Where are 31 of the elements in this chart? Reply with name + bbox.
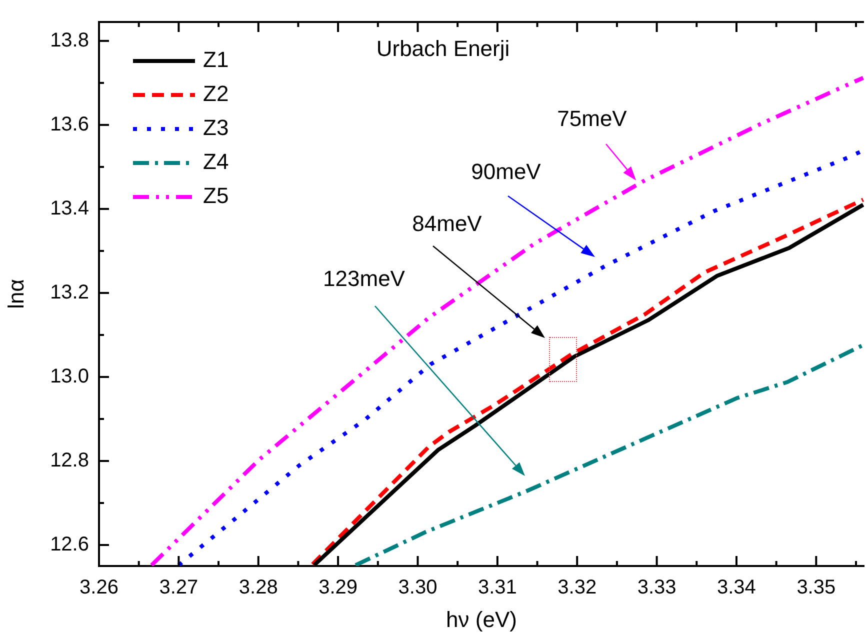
- y-tick-label: 12.8: [50, 449, 89, 472]
- y-tick-label: 12.6: [50, 534, 89, 556]
- x-tick-label: 3.31: [478, 576, 517, 599]
- x-tick-label: 3.28: [238, 576, 278, 599]
- line-series: [150, 76, 864, 566]
- y-tick-label: 13.6: [50, 113, 89, 136]
- legend-label: Z2: [203, 81, 229, 106]
- annotation: 90meV: [471, 159, 542, 184]
- legend-label: Z5: [203, 183, 229, 208]
- y-tick-label: 13.2: [50, 281, 89, 304]
- x-axis-title: hν (eV): [446, 606, 517, 632]
- annotation: 84meV: [412, 211, 482, 236]
- y-tick-label: 13.8: [50, 29, 89, 52]
- x-tick-label: 3.29: [318, 576, 358, 599]
- legend-label: Z3: [203, 115, 229, 140]
- y-tick-label: 13.0: [50, 365, 89, 388]
- x-tick-label: 3.33: [637, 576, 676, 599]
- x-tick-label: 3.27: [159, 576, 198, 599]
- y-tick-label: 13.4: [50, 197, 89, 220]
- x-tick-label: 3.32: [558, 576, 597, 599]
- y-axis-title: lnα: [3, 278, 28, 309]
- line-series: [354, 343, 864, 566]
- annotation: Urbach Enerji: [376, 36, 510, 62]
- legend-label: Z1: [203, 47, 229, 72]
- x-tick-label: 3.26: [80, 576, 118, 599]
- x-tick-label: 3.35: [796, 576, 836, 599]
- x-tick-label: 3.34: [717, 576, 756, 599]
- annotation: 123meV: [323, 266, 406, 292]
- legend-label: Z4: [203, 149, 229, 174]
- annotation: 75meV: [557, 106, 628, 132]
- x-tick-label: 3.30: [398, 576, 438, 599]
